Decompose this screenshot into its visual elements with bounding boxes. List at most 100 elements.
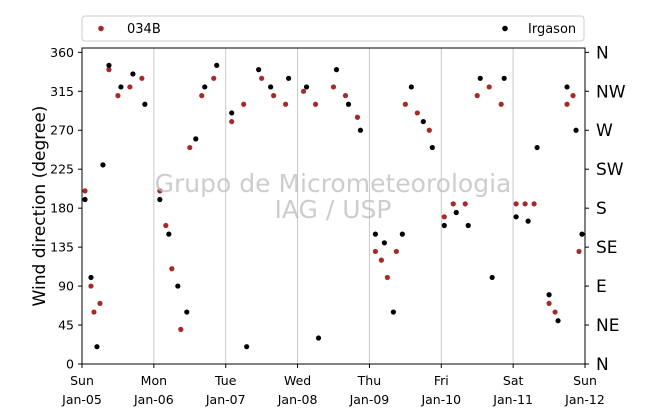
y-tick-label: 225 bbox=[50, 162, 74, 177]
watermark-line-2: IAG / USP bbox=[275, 195, 392, 224]
data-point bbox=[564, 101, 570, 107]
data-point bbox=[384, 274, 390, 281]
data-points bbox=[82, 62, 585, 350]
data-point bbox=[564, 84, 570, 90]
x-tick-label-date: Jan-12 bbox=[564, 392, 605, 407]
data-point bbox=[453, 209, 459, 216]
direction-label: SE bbox=[596, 238, 618, 258]
data-point bbox=[244, 344, 250, 350]
data-point bbox=[474, 93, 480, 99]
data-point bbox=[184, 309, 190, 315]
data-point bbox=[229, 118, 235, 125]
data-point bbox=[303, 84, 310, 90]
direction-label: NE bbox=[596, 316, 619, 336]
data-point bbox=[534, 144, 540, 151]
y-tick-label: 270 bbox=[50, 123, 74, 138]
x-tick-label-day: Sun bbox=[573, 373, 597, 388]
x-tick-label-date: Jan-08 bbox=[277, 392, 318, 407]
data-point bbox=[465, 222, 471, 229]
data-point bbox=[283, 101, 289, 107]
y-axis: 0 45 90 135 180 225 270 315 360 bbox=[50, 45, 82, 372]
data-point bbox=[576, 248, 582, 255]
direction-label: S bbox=[596, 199, 607, 219]
data-point bbox=[169, 266, 175, 272]
data-point bbox=[333, 67, 340, 73]
x-axis: Sun Jan-05 Mon Jan-06 Tue Jan-07 Wed Jan-08 Thu J… bbox=[61, 364, 605, 407]
data-point bbox=[199, 93, 205, 99]
data-point bbox=[501, 75, 507, 81]
data-point bbox=[513, 201, 519, 207]
data-point bbox=[441, 222, 447, 229]
data-point bbox=[115, 93, 121, 99]
legend-label-irgason: Irgason bbox=[528, 22, 576, 37]
data-point bbox=[166, 231, 172, 237]
data-point bbox=[414, 110, 420, 116]
data-point bbox=[408, 84, 414, 90]
data-point bbox=[163, 222, 169, 229]
data-point bbox=[285, 75, 292, 81]
direction-label: N bbox=[596, 355, 609, 375]
data-point bbox=[118, 84, 124, 90]
legend-box bbox=[81, 15, 585, 42]
legend-marker-034b bbox=[98, 25, 104, 32]
direction-label: NW bbox=[596, 82, 626, 102]
x-tick-label-date: Jan-11 bbox=[492, 392, 533, 407]
data-point bbox=[100, 162, 106, 168]
plot-area bbox=[81, 47, 586, 365]
data-point bbox=[522, 201, 528, 207]
data-point bbox=[157, 188, 163, 194]
x-tick-label-day: Wed bbox=[284, 373, 311, 388]
data-point bbox=[462, 201, 468, 207]
data-point bbox=[546, 300, 552, 306]
data-point bbox=[193, 136, 199, 142]
data-point bbox=[489, 274, 495, 281]
data-point bbox=[525, 218, 531, 224]
data-point bbox=[399, 231, 405, 237]
x-tick-label-day: Tue bbox=[214, 373, 237, 388]
data-point bbox=[330, 84, 337, 90]
data-point bbox=[88, 283, 94, 289]
legend: 034B Irgason bbox=[81, 15, 585, 42]
data-point bbox=[106, 67, 112, 73]
data-point bbox=[214, 62, 220, 68]
y-tick-label: 45 bbox=[58, 318, 74, 333]
series-034b bbox=[82, 67, 582, 332]
data-point bbox=[378, 257, 384, 263]
data-point bbox=[300, 88, 307, 94]
data-point bbox=[381, 240, 387, 246]
direction-label: N bbox=[596, 43, 609, 63]
x-tick-label-date: Jan-09 bbox=[349, 392, 390, 407]
gridlines bbox=[153, 48, 514, 364]
x-tick-label-date: Jan-06 bbox=[133, 392, 174, 407]
data-point bbox=[552, 309, 558, 315]
data-point bbox=[531, 201, 537, 207]
data-point bbox=[82, 196, 88, 203]
data-point bbox=[342, 93, 349, 99]
data-point bbox=[546, 292, 552, 298]
data-point bbox=[82, 188, 88, 194]
legend-label-034b: 034B bbox=[127, 22, 161, 37]
data-point bbox=[142, 101, 148, 107]
data-point bbox=[357, 127, 364, 133]
data-point bbox=[477, 75, 483, 81]
data-point bbox=[97, 300, 103, 306]
x-tick-label-day: Fri bbox=[434, 373, 449, 388]
direction-label: E bbox=[596, 277, 607, 297]
data-point bbox=[450, 201, 456, 207]
x-tick-label-day: Sat bbox=[503, 373, 524, 388]
y-tick-label: 315 bbox=[50, 84, 74, 99]
direction-axis: N NE E SE S SW W NW N bbox=[585, 43, 626, 375]
data-point bbox=[202, 84, 208, 90]
data-point bbox=[429, 144, 435, 151]
data-point bbox=[91, 309, 97, 315]
y-tick-label: 90 bbox=[58, 279, 74, 294]
data-point bbox=[94, 344, 100, 350]
data-point bbox=[229, 110, 235, 116]
data-point bbox=[372, 231, 379, 237]
watermark-line-1: Grupo de Micrometeorologia bbox=[155, 169, 512, 198]
series-irgason bbox=[82, 62, 585, 350]
data-point bbox=[271, 93, 277, 99]
data-point bbox=[354, 114, 361, 120]
x-tick-label-date: Jan-10 bbox=[420, 392, 461, 407]
